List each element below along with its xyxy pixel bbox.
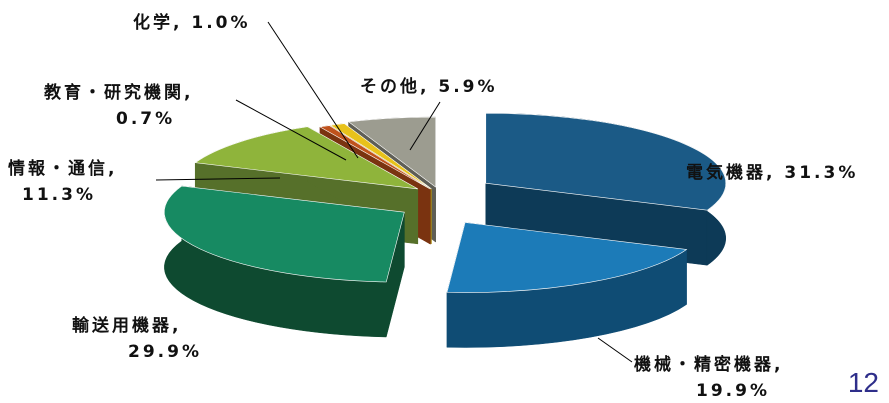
slice-label-line: 化学, 1.0% bbox=[133, 12, 251, 33]
slice-label-line: 教育・研究機関, bbox=[43, 82, 193, 103]
slice-label: 化学, 1.0% bbox=[133, 12, 251, 33]
slice-label-line: その他, 5.9% bbox=[360, 76, 498, 97]
slice-label-line: 29.9% bbox=[128, 342, 202, 362]
pie-slice bbox=[446, 222, 688, 348]
slice-label-line: 11.3% bbox=[22, 185, 96, 205]
slice-label: 機械・精密機器, 19.9% bbox=[634, 354, 783, 401]
page-number: 12 bbox=[847, 367, 879, 398]
slice-label-line: 情報・通信, bbox=[8, 158, 117, 179]
leader-line bbox=[597, 337, 633, 363]
slice-label-line: 輸送用機器, bbox=[72, 315, 181, 336]
slice-label: 情報・通信, 11.3% bbox=[8, 158, 117, 205]
slice-label: 電気機器, 31.3% bbox=[686, 162, 858, 183]
leader-line bbox=[235, 99, 347, 161]
leader-line bbox=[155, 177, 281, 181]
leader-line bbox=[267, 21, 359, 159]
slice-label-line: 機械・精密機器, bbox=[634, 354, 783, 375]
slice-label-line: 電気機器, 31.3% bbox=[686, 162, 858, 183]
pie-slice bbox=[164, 185, 405, 338]
slice-label-line: 19.9% bbox=[696, 381, 770, 401]
leader-line bbox=[409, 101, 441, 151]
slice-label: その他, 5.9% bbox=[360, 76, 498, 97]
slice-label: 輸送用機器, 29.9% bbox=[72, 315, 202, 362]
slice-label: 教育・研究機関, 0.7% bbox=[43, 82, 193, 129]
slice-label-line: 0.7% bbox=[116, 109, 175, 129]
